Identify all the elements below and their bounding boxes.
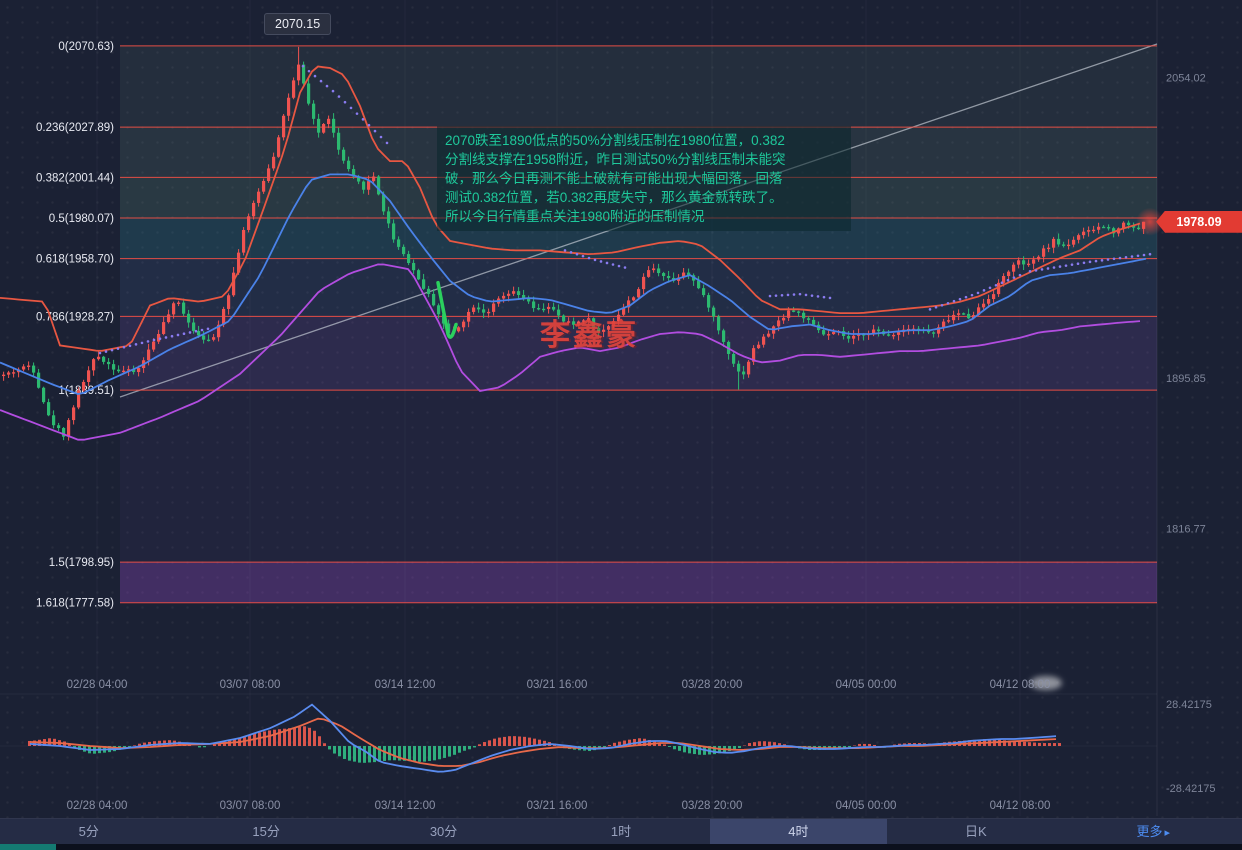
svg-text:03/07 08:00: 03/07 08:00: [220, 800, 281, 812]
svg-text:04/05 00:00: 04/05 00:00: [836, 679, 897, 691]
tab-15min[interactable]: 15分: [177, 819, 354, 845]
svg-text:02/28 04:00: 02/28 04:00: [67, 800, 128, 812]
svg-text:02/28 04:00: 02/28 04:00: [67, 679, 128, 691]
bottom-strip: [0, 844, 1242, 850]
tab-daily[interactable]: 日K: [887, 819, 1064, 845]
svg-text:0.236(2027.89): 0.236(2027.89): [36, 122, 114, 134]
svg-text:04/12 08:00: 04/12 08:00: [990, 679, 1051, 691]
svg-text:28.42175: 28.42175: [1166, 699, 1212, 711]
svg-text:1816.77: 1816.77: [1166, 523, 1206, 535]
svg-text:1.618(1777.58): 1.618(1777.58): [36, 598, 114, 610]
chart-canvas[interactable]: 0(2070.63) 0.236(2027.89) 0.382(2001.44) 0.…: [0, 0, 1242, 818]
tab-30min[interactable]: 30分: [355, 819, 532, 845]
tab-label: 15分: [252, 824, 280, 839]
svg-text:0(2070.63): 0(2070.63): [58, 41, 114, 53]
svg-text:03/28 20:00: 03/28 20:00: [682, 679, 743, 691]
time-axis: 02/28 04:00 02/28 04:00 03/07 08:00 03/07 0…: [67, 679, 1051, 812]
svg-text:03/21 16:00: 03/21 16:00: [527, 679, 588, 691]
macd-pane: [0, 703, 1157, 773]
tab-label: 日K: [964, 824, 987, 839]
tab-1h[interactable]: 1时: [532, 819, 709, 845]
svg-text:03/14 12:00: 03/14 12:00: [375, 679, 436, 691]
svg-text:1895.85: 1895.85: [1166, 373, 1206, 385]
svg-text:2054.02: 2054.02: [1166, 72, 1206, 84]
cursor-smudge: [1030, 676, 1062, 690]
sar-dots: [98, 64, 1152, 355]
tab-label: 4时: [788, 824, 809, 839]
svg-text:04/05 00:00: 04/05 00:00: [836, 800, 897, 812]
svg-text:0.382(2001.44): 0.382(2001.44): [36, 172, 114, 184]
candlestick-series: [2, 46, 1146, 441]
svg-text:04/12 08:00: 04/12 08:00: [990, 800, 1051, 812]
svg-text:03/21 16:00: 03/21 16:00: [527, 800, 588, 812]
tab-label: 30分: [429, 824, 458, 839]
tab-label: 5分: [78, 824, 99, 839]
tab-4h[interactable]: 4时: [709, 819, 888, 845]
tab-label: 1时: [610, 824, 632, 839]
last-price-glow: [1136, 207, 1164, 236]
svg-text:1.5(1798.95): 1.5(1798.95): [49, 557, 114, 569]
fib-zones: [120, 45, 1157, 603]
chevron-right-icon: ▸: [1164, 827, 1171, 839]
price-axis: 2054.02 1895.85 1816.77 28.42175 -28.42175: [1166, 72, 1216, 795]
hand-drawn-mark: [436, 280, 458, 339]
last-price-tag: 1978.09: [1156, 210, 1242, 233]
analysis-note: 2070跌至1890低点的50%分割线压制在1980位置，0.382 分割线支撑在…: [437, 126, 851, 231]
svg-text:0.786(1928.27): 0.786(1928.27): [36, 311, 114, 323]
tab-more[interactable]: 更多 ▸: [1065, 819, 1242, 845]
timeframe-toolbar: 5分 15分 30分 1时 4时 日K 更多 ▸: [0, 818, 1242, 845]
fib-levels: 0(2070.63) 0.236(2027.89) 0.382(2001.44) 0.…: [36, 41, 1157, 610]
watermark-text: 李鑫豪: [540, 319, 639, 352]
svg-text:0.618(1958.70): 0.618(1958.70): [36, 254, 114, 266]
tab-label: 更多: [1136, 824, 1163, 839]
svg-text:03/07 08:00: 03/07 08:00: [220, 679, 281, 691]
tab-5min[interactable]: 5分: [0, 819, 177, 845]
svg-text:03/14 12:00: 03/14 12:00: [375, 800, 436, 812]
svg-text:0.5(1980.07): 0.5(1980.07): [49, 213, 114, 225]
svg-text:03/28 20:00: 03/28 20:00: [682, 800, 743, 812]
high-price-tooltip: 2070.15: [264, 13, 332, 35]
svg-text:-28.42175: -28.42175: [1166, 783, 1216, 795]
